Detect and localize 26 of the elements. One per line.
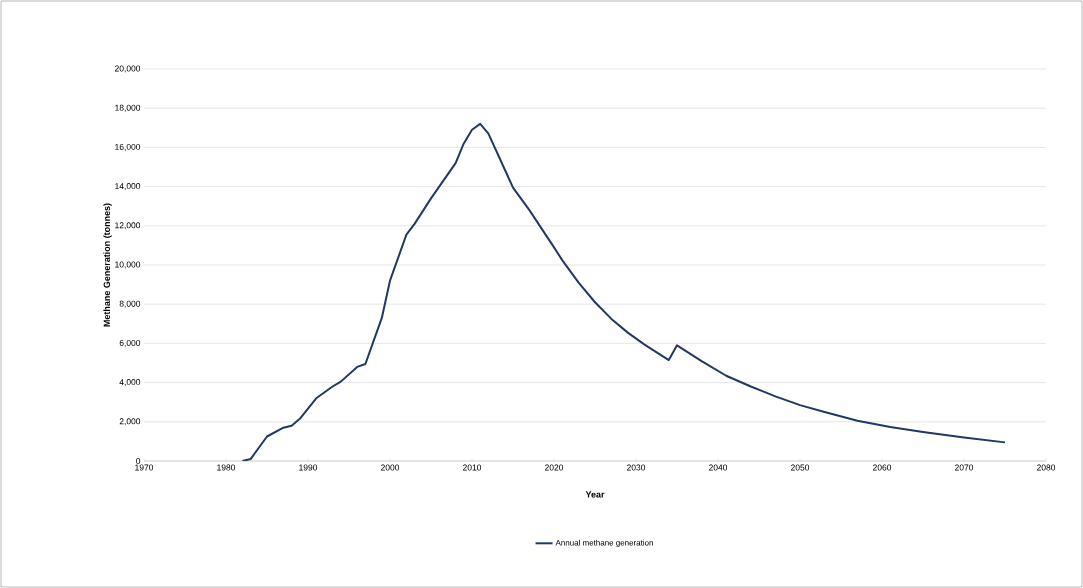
y-tick-label: 10,000 bbox=[115, 261, 141, 269]
y-tick-label: 4,000 bbox=[119, 379, 141, 387]
x-tick-label: 2050 bbox=[791, 464, 810, 471]
y-tick-label: 20,000 bbox=[115, 65, 141, 73]
y-tick-label: 2,000 bbox=[119, 418, 141, 426]
line-series bbox=[241, 122, 1007, 461]
x-tick-label: 2030 bbox=[627, 464, 646, 471]
x-tick-label: 2000 bbox=[381, 464, 400, 471]
y-tick-label: 18,000 bbox=[115, 104, 141, 112]
x-tick-label: 2020 bbox=[545, 464, 564, 471]
x-tick-label: 2070 bbox=[955, 464, 974, 471]
x-tick-label: 1970 bbox=[135, 464, 154, 471]
x-tick-label: 2040 bbox=[709, 464, 728, 471]
y-tick-label: 12,000 bbox=[115, 222, 141, 230]
x-tick-label: 2060 bbox=[873, 464, 892, 471]
y-tick-label: 6,000 bbox=[119, 339, 141, 347]
y-tick-label: 14,000 bbox=[115, 183, 141, 191]
x-axis-title: Year bbox=[585, 491, 605, 498]
y-axis-title: Methane Generation (tonnes) bbox=[103, 203, 112, 327]
x-tick-label: 1980 bbox=[217, 464, 236, 471]
y-tick-label: 16,000 bbox=[115, 143, 141, 151]
y-tick-label: 8,000 bbox=[119, 300, 141, 308]
x-tick-label: 2080 bbox=[1037, 464, 1056, 471]
x-tick-label: 1990 bbox=[299, 464, 318, 471]
x-tick-label: 2010 bbox=[463, 464, 482, 471]
y-tick-label: 0 bbox=[136, 458, 141, 464]
